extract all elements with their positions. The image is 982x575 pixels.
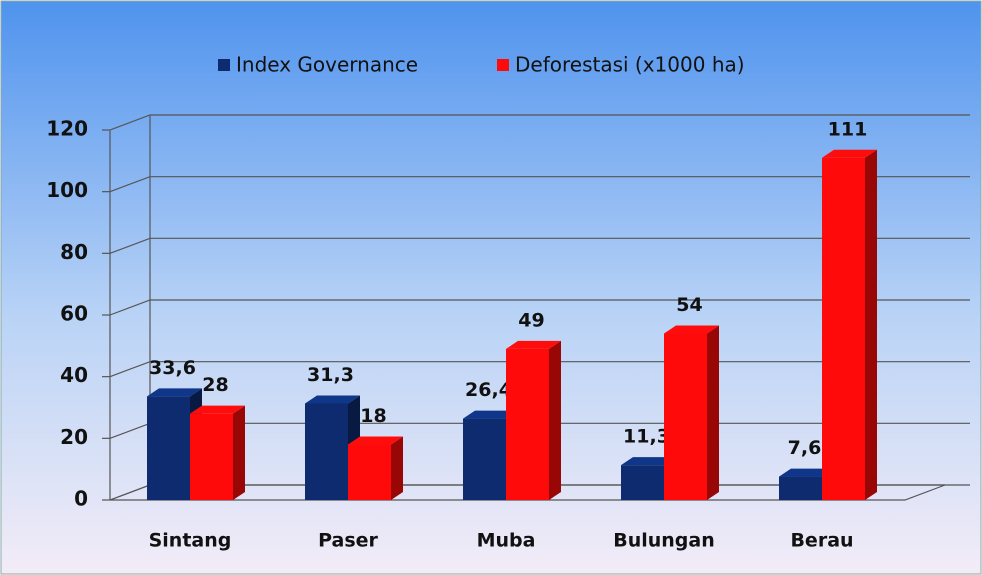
bar-side bbox=[865, 149, 877, 500]
grid-line bbox=[109, 299, 970, 316]
x-tick-label: Sintang bbox=[149, 530, 232, 552]
grid-line bbox=[109, 114, 970, 131]
bar bbox=[664, 333, 707, 500]
bar bbox=[822, 157, 865, 500]
bar-top bbox=[348, 436, 403, 445]
data-label: 33,6 bbox=[149, 357, 196, 379]
bar bbox=[779, 476, 822, 500]
bar-top bbox=[463, 410, 518, 419]
y-tick-label: 100 bbox=[46, 178, 88, 202]
legend-label: Deforestasi (x1000 ha) bbox=[515, 53, 745, 77]
data-label: 28 bbox=[202, 374, 228, 396]
bar-top bbox=[822, 149, 877, 158]
x-tick-label: Paser bbox=[318, 530, 378, 552]
grid-line bbox=[109, 237, 970, 254]
y-tick-label: 80 bbox=[60, 240, 88, 264]
x-tick-label: Muba bbox=[477, 530, 536, 552]
bar-top bbox=[147, 388, 202, 397]
legend-swatch bbox=[218, 59, 230, 71]
bar bbox=[463, 418, 506, 500]
data-label: 7,6 bbox=[788, 437, 822, 459]
bar-side bbox=[707, 325, 719, 500]
x-tick-label: Berau bbox=[790, 530, 853, 552]
data-label: 26,4 bbox=[465, 379, 512, 401]
bar-top bbox=[305, 395, 360, 404]
bar bbox=[147, 396, 190, 500]
bar-side bbox=[549, 340, 561, 500]
data-label: 49 bbox=[518, 309, 544, 331]
data-label: 18 bbox=[360, 405, 386, 427]
bar bbox=[190, 413, 233, 500]
bar bbox=[305, 403, 348, 500]
bar bbox=[348, 444, 391, 500]
grid-line bbox=[109, 176, 970, 193]
data-label: 11,3 bbox=[623, 426, 670, 448]
legend: Index Governance Deforestasi (x1000 ha) bbox=[218, 53, 745, 77]
data-label: 111 bbox=[828, 118, 868, 140]
y-tick-label: 20 bbox=[60, 425, 88, 449]
legend-swatch bbox=[497, 59, 509, 71]
data-label: 54 bbox=[676, 294, 702, 316]
bar-side bbox=[233, 405, 245, 500]
y-tick-label: 60 bbox=[60, 302, 88, 326]
bar-top bbox=[506, 340, 561, 349]
bar-top bbox=[190, 405, 245, 414]
bar bbox=[621, 465, 664, 500]
bar-top bbox=[779, 468, 834, 477]
legend-label: Index Governance bbox=[236, 53, 418, 77]
bar-top bbox=[621, 457, 676, 466]
y-tick-label: 40 bbox=[60, 363, 88, 387]
y-tick-label: 120 bbox=[46, 117, 88, 141]
bar bbox=[506, 348, 549, 500]
x-tick-label: Bulungan bbox=[613, 530, 715, 552]
bar-side bbox=[391, 436, 403, 500]
bar-top bbox=[664, 325, 719, 334]
y-tick-label: 0 bbox=[74, 487, 88, 511]
data-label: 31,3 bbox=[307, 364, 354, 386]
